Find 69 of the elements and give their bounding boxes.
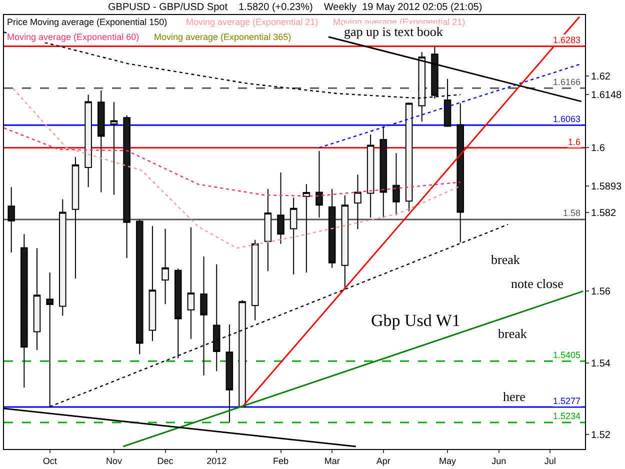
y-tick-label: 1.52 [591,430,611,442]
candlestick [302,183,310,274]
annotation: Price Moving average (Exponential 150) [7,17,168,27]
line-series [4,127,461,197]
candlestick [84,94,92,188]
candlestick [136,218,144,355]
candlestick [380,126,388,218]
annotation: break [498,326,528,341]
annotation: note close [511,276,564,291]
y-tick-label: 1.6 [591,143,606,154]
candlestick [98,90,105,193]
candlestick [148,225,156,342]
ref-line-label: 1.6283 [553,35,581,45]
ref-line-label: 1.58 [563,208,581,218]
candlestick [20,234,28,388]
x-tick-label: Oct [42,456,58,466]
candlestick [316,150,323,218]
candlestick [59,198,66,316]
x-tick-label: Jun [492,456,506,466]
chart-title: GBPUSD - GBP/USD Spot 1.5820 (+0.23%) Weekly 19 May 2012 02:05 (21:05) [108,2,482,13]
annotation: Moving average (Exponential 365) [154,32,292,42]
x-tick-label: Dec [157,456,174,466]
ref-line-label: 1.6 [568,137,581,147]
y-tick-label: 1.56 [591,286,611,298]
annotation: here [503,389,526,404]
candlestick [277,172,284,244]
annotation: Moving average (Exponential 21) [333,17,466,27]
ref-line-label: 1.5277 [553,396,581,406]
candlestick [290,197,298,275]
ref-line-label: 1.5405 [553,350,581,360]
candlestick [123,114,130,258]
annotation: Moving average (Exponential 21) [186,17,318,27]
annotation: Moving average (Exponential 60) [7,32,140,42]
candlestick [187,226,195,340]
candlestick [341,194,349,288]
candlestick [110,102,118,196]
y-tick-label: 1.582 [591,208,616,219]
candlestick [174,268,182,359]
candlestick [405,102,413,212]
y-tick-label: 1.6148 [591,90,622,102]
x-tick-label: 2012 [206,456,227,466]
candlestick [251,239,259,321]
ref-line-label: 1.6063 [553,114,581,124]
x-tick-label: Feb [272,456,289,466]
candlestick [392,152,400,216]
candlestick [354,174,362,230]
candlestick [366,134,374,218]
y-tick-label: 1.54 [591,358,611,370]
annotation: break [491,252,520,267]
y-tick-label: 1.5893 [591,182,622,193]
annotation: gap up is text book [344,24,444,39]
candlestick [200,256,208,376]
candlestick [8,186,15,253]
ref-line-label: 1.6166 [553,77,581,87]
candlestick [162,228,169,305]
ref-line-label: 1.5234 [553,411,581,421]
candlestick [328,188,336,268]
x-tick-label: Nov [106,456,122,466]
candlestick [72,156,80,280]
x-tick-label: Mar [324,456,340,466]
candlestick [264,188,272,272]
annotation: Gbp Usd W1 [371,311,460,330]
x-tick-label: Jul [544,456,556,466]
line-series [12,88,461,249]
x-tick-label: May [439,456,457,466]
candlestick [33,248,41,350]
candlestick [212,264,220,372]
y-tick-label: 1.62 [591,71,611,82]
x-tick-label: Apr [376,456,390,466]
